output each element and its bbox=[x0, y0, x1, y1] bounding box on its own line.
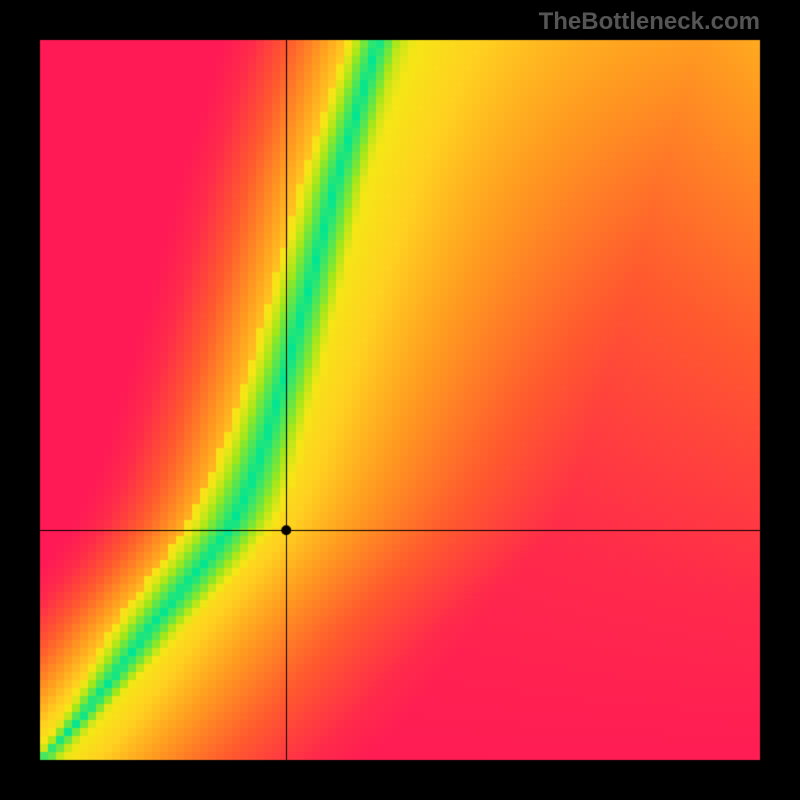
watermark-text: TheBottleneck.com bbox=[539, 8, 760, 36]
chart-container: TheBottleneck.com bbox=[0, 0, 800, 800]
crosshair-overlay bbox=[0, 0, 800, 800]
